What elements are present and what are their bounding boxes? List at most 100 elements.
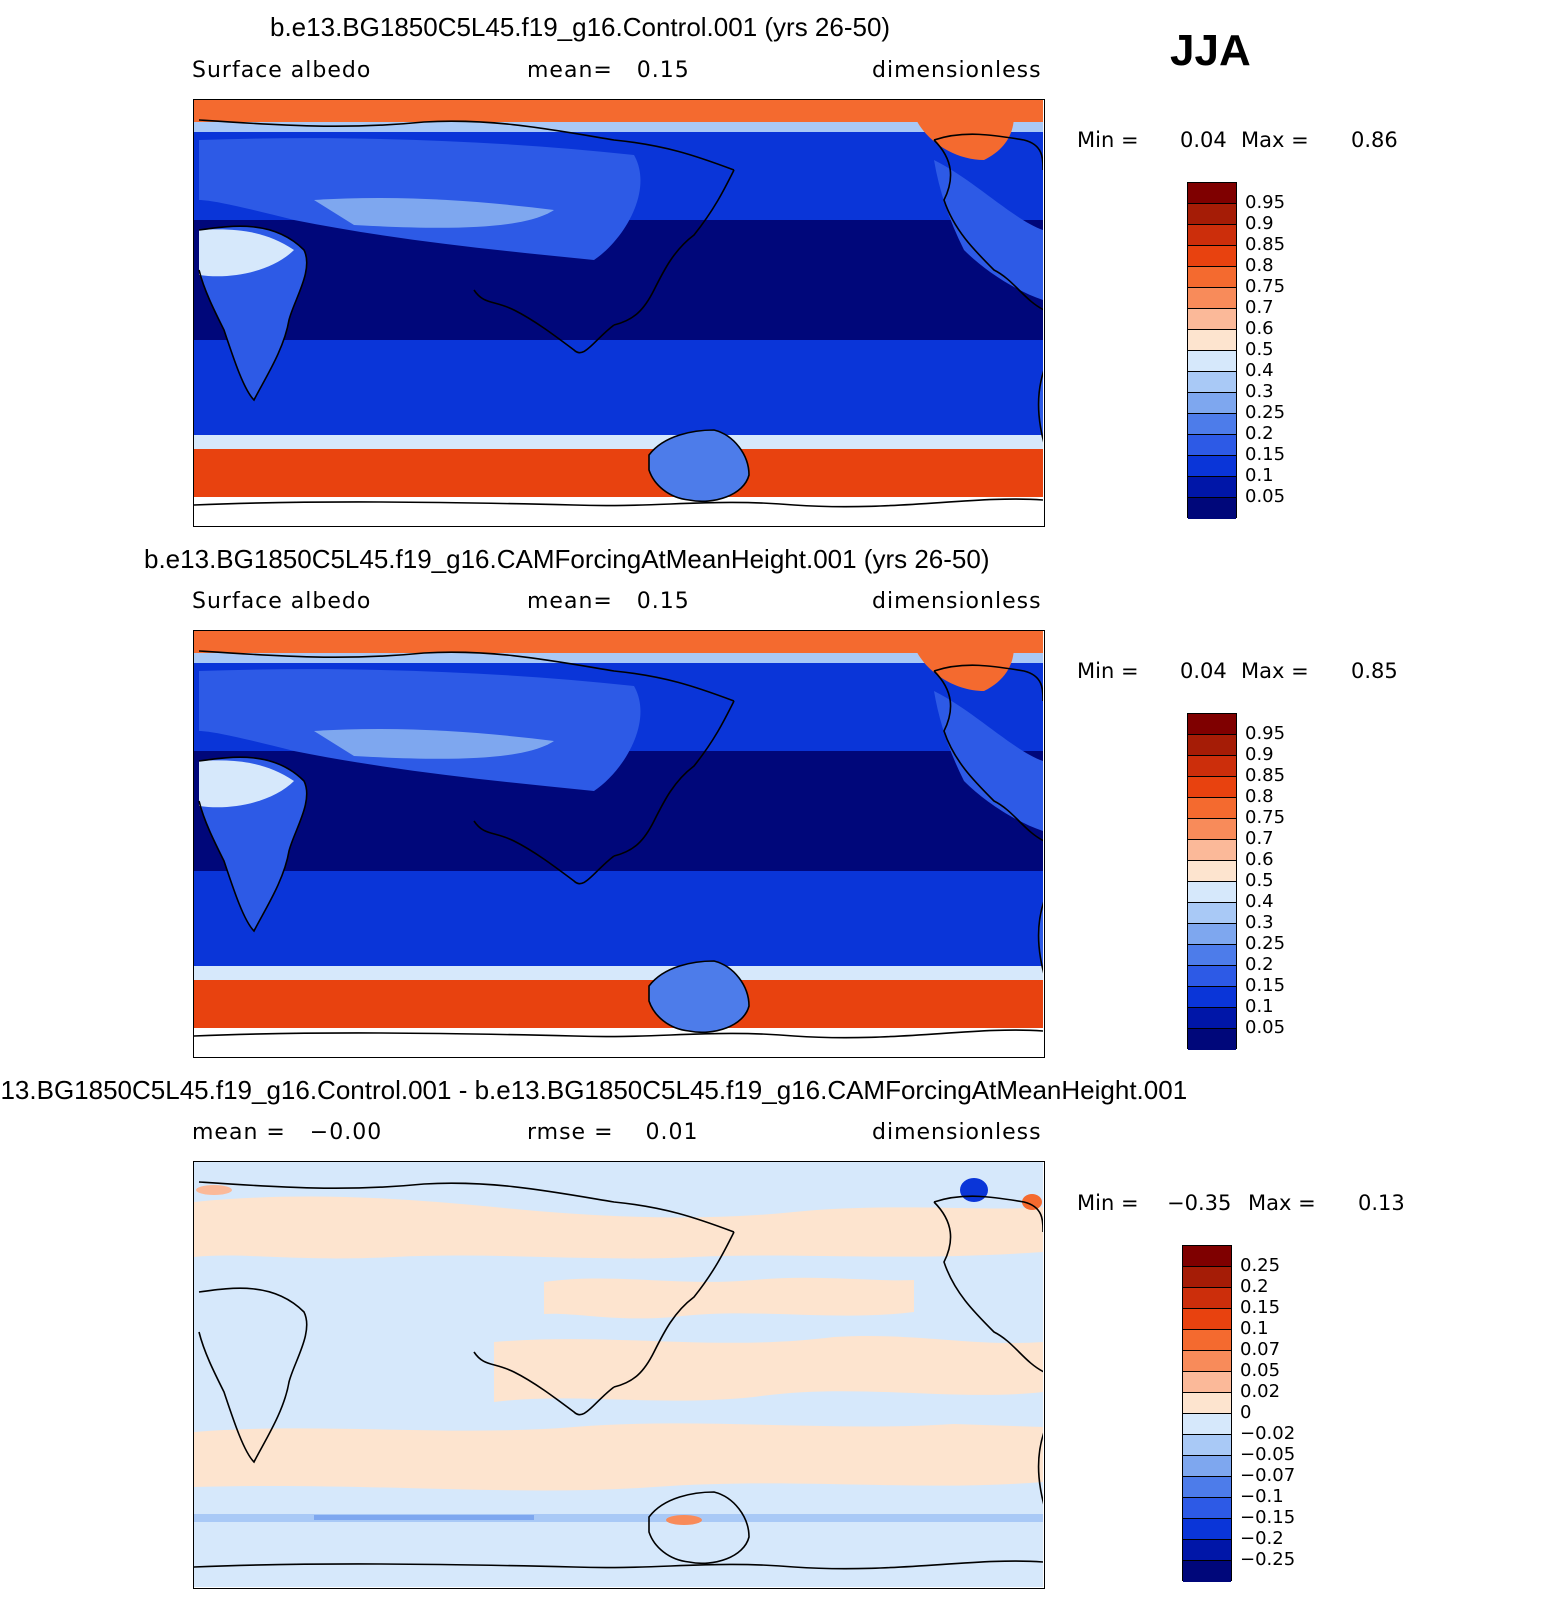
colorbar-tick-label: 0.7 (1245, 297, 1274, 318)
colorbar-swatch (1188, 756, 1236, 777)
colorbar-swatch (1188, 861, 1236, 882)
colorbar-tick-label: 0.05 (1245, 486, 1286, 507)
colorbar-tick-label: 0.1 (1240, 1318, 1269, 1339)
colorbar-tick-label: 0.02 (1240, 1381, 1281, 1402)
colorbar-swatch (1188, 819, 1236, 840)
min-value: 0.04 (1180, 128, 1227, 152)
map-canvas (194, 100, 1043, 525)
units-label: dimensionless (872, 58, 1042, 83)
colorbar (1182, 1245, 1232, 1582)
colorbar-swatch (1188, 840, 1236, 861)
colorbar-swatch (1183, 1540, 1231, 1561)
colorbar-tick-label: 0.07 (1240, 1339, 1281, 1360)
colorbar-tick-label: 0.05 (1240, 1360, 1281, 1381)
max-value: 0.85 (1351, 659, 1398, 683)
colorbar-swatch (1183, 1414, 1231, 1435)
map-canvas (194, 631, 1043, 1056)
units-label: dimensionless (872, 589, 1042, 614)
min-label: Min = (1077, 659, 1139, 683)
colorbar-swatch (1183, 1309, 1231, 1330)
colorbar-tick-label: 0.2 (1245, 954, 1274, 975)
colorbar-tick-label: 0.2 (1245, 423, 1274, 444)
colorbar-tick-label: −0.07 (1240, 1465, 1296, 1486)
colorbar-tick-label: −0.05 (1240, 1444, 1296, 1465)
colorbar-tick-label: 0.8 (1245, 786, 1274, 807)
colorbar-swatch (1183, 1477, 1231, 1498)
colorbar-tick-label: 0.7 (1245, 828, 1274, 849)
colorbar-tick-label: 0.85 (1245, 234, 1286, 255)
colorbar-swatch (1188, 372, 1236, 393)
colorbar-tick-label: 0.1 (1245, 996, 1274, 1017)
colorbar-swatch (1188, 777, 1236, 798)
colorbar-swatch (1183, 1288, 1231, 1309)
colorbar-tick-label: 0.6 (1245, 318, 1274, 339)
panel-title: b.e13.BG1850C5L45.f19_g16.Control.001 (y… (270, 12, 891, 42)
colorbar-tick-label: 0.05 (1245, 1017, 1286, 1038)
colorbar-swatch (1188, 288, 1236, 309)
colorbar-tick-label: 0.25 (1245, 933, 1286, 954)
colorbar-tick-label: 0.5 (1245, 870, 1274, 891)
colorbar-swatch (1188, 714, 1236, 735)
min-label: Min = (1077, 128, 1139, 152)
colorbar-swatch (1183, 1519, 1231, 1540)
colorbar-swatch (1183, 1351, 1231, 1372)
colorbar-swatch (1188, 798, 1236, 819)
colorbar-tick-label: 0.9 (1245, 744, 1274, 765)
max-value: 0.86 (1351, 128, 1398, 152)
colorbar-swatch (1188, 498, 1236, 519)
colorbar-swatch (1188, 351, 1236, 372)
colorbar-swatch (1188, 477, 1236, 498)
colorbar-swatch (1188, 966, 1236, 987)
colorbar-swatch (1188, 330, 1236, 351)
colorbar-tick-label: 0.15 (1245, 444, 1286, 465)
colorbar-swatch (1188, 267, 1236, 288)
colorbar-tick-label: −0.2 (1240, 1528, 1284, 1549)
albedo-map (193, 630, 1045, 1058)
colorbar-swatch (1183, 1246, 1231, 1267)
max-value: 0.13 (1358, 1191, 1405, 1215)
colorbar-tick-label: 0.4 (1245, 891, 1274, 912)
panel-title: b.e13.BG1850C5L45.f19_g16.CAMForcingAtMe… (144, 544, 990, 574)
colorbar-swatch (1183, 1393, 1231, 1414)
colorbar-tick-label: 0.5 (1245, 339, 1274, 360)
colorbar-tick-label: 0.1 (1245, 465, 1274, 486)
colorbar-swatch (1188, 204, 1236, 225)
rmse-label: rmse = 0.01 (527, 1120, 699, 1145)
colorbar-tick-label: 0.85 (1245, 765, 1286, 786)
difference-map (193, 1161, 1045, 1589)
mean-label: mean = −0.00 (192, 1120, 383, 1145)
colorbar-tick-label: −0.25 (1240, 1549, 1296, 1570)
colorbar-swatch (1188, 1029, 1236, 1050)
season-label: JJA (1170, 26, 1251, 75)
albedo-map (193, 99, 1045, 527)
colorbar-swatch (1183, 1372, 1231, 1393)
colorbar-tick-label: 0.9 (1245, 213, 1274, 234)
max-label: Max = (1248, 1191, 1316, 1215)
colorbar-swatch (1183, 1498, 1231, 1519)
colorbar-tick-label: 0.8 (1245, 255, 1274, 276)
colorbar-tick-label: −0.15 (1240, 1507, 1296, 1528)
colorbar-swatch (1188, 945, 1236, 966)
colorbar-tick-label: 0.3 (1245, 912, 1274, 933)
colorbar-tick-label: 0.25 (1240, 1255, 1281, 1276)
colorbar-tick-label: −0.02 (1240, 1423, 1296, 1444)
min-value: 0.04 (1180, 659, 1227, 683)
colorbar-tick-label: 0.15 (1240, 1297, 1281, 1318)
colorbar-swatch (1188, 903, 1236, 924)
colorbar-swatch (1188, 435, 1236, 456)
variable-label: Surface albedo (192, 58, 372, 83)
colorbar-tick-label: 0.4 (1245, 360, 1274, 381)
colorbar-tick-label: 0.2 (1240, 1276, 1269, 1297)
colorbar-swatch (1188, 309, 1236, 330)
panel-title: e13.BG1850C5L45.f19_g16.Control.001 - b.… (0, 1075, 1188, 1105)
colorbar-swatch (1188, 882, 1236, 903)
min-value: −0.35 (1167, 1191, 1232, 1215)
colorbar-swatch (1188, 246, 1236, 267)
colorbar-swatch (1188, 414, 1236, 435)
colorbar-swatch (1183, 1561, 1231, 1582)
mean-label: mean= 0.15 (527, 58, 690, 83)
colorbar-tick-label: 0.25 (1245, 402, 1286, 423)
colorbar-swatch (1183, 1435, 1231, 1456)
mean-label: mean= 0.15 (527, 589, 690, 614)
colorbar (1187, 713, 1237, 1050)
